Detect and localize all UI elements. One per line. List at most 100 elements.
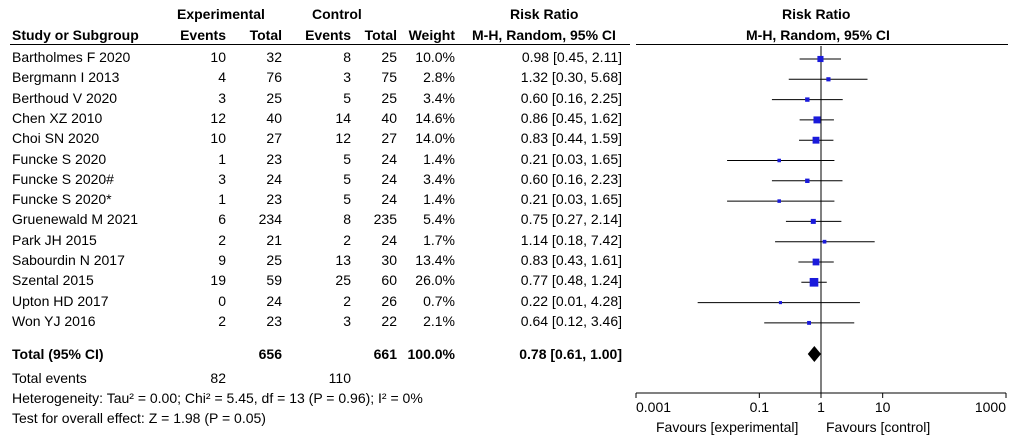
weight-cell: 26.0% (415, 272, 455, 288)
study-name: Funcke S 2020# (12, 171, 114, 187)
weight-cell: 0.7% (423, 293, 455, 309)
risk-ratio-header-left: Risk Ratio (510, 6, 579, 22)
ctrl-events-cell: 14 (335, 110, 351, 126)
exp-events-cell: 12 (210, 110, 226, 126)
effect-marker (813, 116, 821, 124)
risk-ratio-cell: 0.21 [0.03, 1.65] (520, 151, 622, 167)
effect-marker (809, 277, 819, 287)
exp-events-cell: 1 (218, 151, 226, 167)
x-tick-label: 0.001 (636, 399, 671, 415)
study-name: Chen XZ 2010 (12, 110, 103, 126)
x-tick-label: 1 (817, 399, 825, 415)
weight-cell: 13.4% (415, 252, 455, 268)
ctrl-events-cell: 2 (343, 232, 351, 248)
total-ctrl-events: 110 (328, 370, 351, 386)
exp-events-cell: 3 (218, 90, 226, 106)
risk-ratio-cell: 0.64 [0.12, 3.46] (520, 313, 622, 329)
study-name: Bergmann I 2013 (12, 69, 120, 85)
heterogeneity-text: Heterogeneity: Tau² = 0.00; Chi² = 5.45,… (12, 390, 423, 406)
total-rr: 0.78 [0.61, 1.00] (519, 346, 622, 362)
ctrl-events-cell: 3 (343, 69, 351, 85)
exp-events-cell: 10 (210, 49, 226, 65)
exp-events-cell: 10 (210, 130, 226, 146)
ctrl-total-cell: 75 (381, 69, 397, 85)
ctrl-events-cell: 13 (335, 252, 351, 268)
ctrl-total-cell: 22 (381, 313, 397, 329)
risk-ratio-cell: 1.32 [0.30, 5.68] (520, 69, 622, 85)
study-name: Funcke S 2020 (12, 151, 107, 167)
favours-control-label: Favours [control] (826, 419, 931, 435)
x-tick-label: 0.1 (750, 399, 770, 415)
exp-total-cell: 21 (266, 232, 282, 248)
weight-header: Weight (408, 27, 455, 43)
weight-cell: 1.7% (423, 232, 455, 248)
effect-marker (807, 320, 811, 325)
study-name: Won YJ 2016 (12, 313, 96, 329)
ctrl-total-cell: 24 (381, 171, 397, 187)
exp-events-cell: 9 (218, 252, 226, 268)
risk-ratio-header-right: Risk Ratio (782, 6, 851, 22)
effect-marker (810, 218, 816, 224)
weight-cell: 2.8% (423, 69, 455, 85)
ctrl-total-cell: 60 (381, 272, 397, 288)
ctrl-events-header: Events (305, 27, 351, 43)
exp-total-cell: 76 (266, 69, 282, 85)
ctrl-events-cell: 5 (343, 151, 351, 167)
exp-total-cell: 25 (266, 252, 282, 268)
experimental-header: Experimental (177, 6, 265, 22)
exp-events-header: Events (180, 27, 226, 43)
exp-total-cell: 32 (266, 49, 282, 65)
study-name: Sabourdin N 2017 (12, 252, 125, 268)
weight-cell: 1.4% (423, 191, 455, 207)
control-header: Control (312, 6, 362, 22)
weight-cell: 14.6% (415, 110, 455, 126)
study-name: Park JH 2015 (12, 232, 97, 248)
exp-total-cell: 24 (266, 171, 282, 187)
exp-total-header: Total (249, 27, 282, 43)
effect-marker (817, 55, 824, 63)
exp-events-cell: 3 (218, 171, 226, 187)
total-exp-total: 656 (258, 346, 282, 362)
risk-ratio-cell: 0.86 [0.45, 1.62] (520, 110, 622, 126)
risk-ratio-cell: 0.21 [0.03, 1.65] (520, 191, 622, 207)
ctrl-events-cell: 8 (343, 211, 351, 227)
effect-marker (778, 301, 782, 305)
risk-ratio-cell: 1.14 [0.18, 7.42] (520, 232, 622, 248)
total-weight: 100.0% (407, 346, 455, 362)
total-events-label: Total events (12, 370, 87, 386)
exp-total-cell: 23 (266, 191, 282, 207)
exp-events-cell: 1 (218, 191, 226, 207)
study-name: Upton HD 2017 (12, 293, 109, 309)
ctrl-total-header: Total (364, 27, 397, 43)
ctrl-total-cell: 24 (381, 232, 397, 248)
method-header-right: M-H, Random, 95% CI (746, 27, 890, 43)
x-tick-label: 1000 (975, 399, 1006, 415)
total-label: Total (95% CI) (12, 346, 104, 362)
exp-events-cell: 19 (210, 272, 226, 288)
header-rule-right (636, 44, 1008, 45)
exp-events-cell: 6 (218, 211, 226, 227)
exp-total-cell: 24 (266, 293, 282, 309)
study-name: Bartholmes F 2020 (12, 49, 131, 65)
weight-cell: 3.4% (423, 171, 455, 187)
x-tick-label: 10 (875, 399, 891, 415)
favours-experimental-label: Favours [experimental] (656, 419, 799, 435)
ctrl-events-cell: 5 (343, 171, 351, 187)
weight-cell: 10.0% (415, 49, 455, 65)
effect-marker (812, 136, 820, 144)
effect-marker (777, 158, 781, 163)
ctrl-events-cell: 12 (335, 130, 351, 146)
exp-events-cell: 4 (218, 69, 226, 85)
ctrl-events-cell: 8 (343, 49, 351, 65)
exp-events-cell: 0 (218, 293, 226, 309)
effect-marker (826, 77, 831, 82)
total-ctrl-total: 661 (373, 346, 397, 362)
effect-marker (777, 199, 781, 203)
effect-marker (805, 178, 810, 183)
exp-events-cell: 2 (218, 232, 226, 248)
exp-total-cell: 23 (266, 151, 282, 167)
risk-ratio-cell: 0.83 [0.43, 1.61] (520, 252, 622, 268)
ctrl-total-cell: 235 (373, 211, 397, 227)
weight-cell: 5.4% (423, 211, 455, 227)
